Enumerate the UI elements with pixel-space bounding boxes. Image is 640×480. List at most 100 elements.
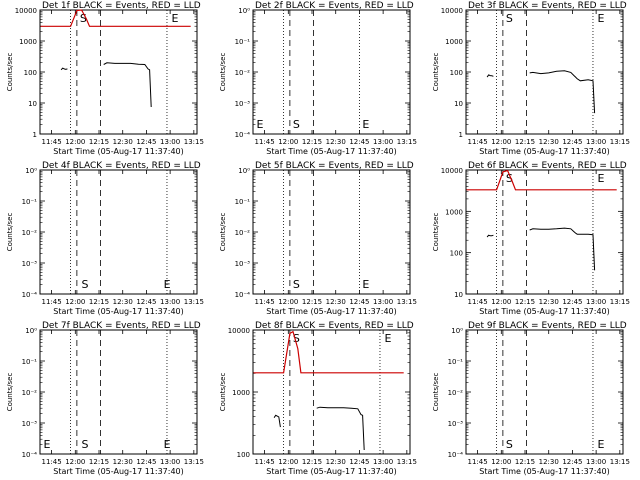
y-tick-label: 10000	[228, 327, 250, 335]
chart-panel-4: Det 4f BLACK = Events, RED = LLD 11:45 12:…	[6, 161, 204, 316]
y-axis-label: Counts/sec	[219, 53, 227, 92]
x-tick-label: 13:00	[586, 138, 606, 146]
x-tick-label: 12:15	[302, 138, 322, 146]
plot-frame	[252, 169, 411, 295]
y-tick-label: 10⁻¹	[235, 198, 251, 206]
chart-panel-3: Det 3f BLACK = Events, RED = LLD 11:45 12:…	[432, 1, 630, 156]
x-tick-label: 12:30	[326, 458, 346, 466]
x-tick-label: 13:00	[160, 138, 180, 146]
y-tick-label: 1000	[445, 208, 463, 216]
y-tick-label: 10	[454, 291, 463, 299]
plot-frame	[465, 329, 624, 455]
chart-title: Det 9f BLACK = Events, RED = LLD	[468, 321, 627, 331]
events-series-line	[529, 227, 596, 271]
x-tick-label: 12:30	[539, 298, 559, 306]
x-tick-label: 12:15	[302, 298, 322, 306]
y-tick-label: 10⁻³	[22, 420, 38, 428]
y-tick-label: 10⁻²	[235, 229, 251, 237]
y-tick-label: 100	[450, 69, 463, 77]
x-tick-label: 12:15	[89, 138, 109, 146]
y-tick-label: 10⁻⁴	[448, 451, 464, 459]
x-tick-label: 13:15	[397, 458, 417, 466]
x-tick-label: 12:00	[278, 458, 298, 466]
y-tick-label: 10⁻³	[235, 100, 251, 108]
y-axis-label: Counts/sec	[432, 53, 440, 92]
y-tick-label: 1000	[232, 389, 250, 397]
x-tick-label: 12:00	[278, 298, 298, 306]
y-tick-label: 10000	[441, 7, 463, 15]
y-tick-label: 10⁻⁴	[22, 451, 38, 459]
x-tick-label: 13:15	[397, 138, 417, 146]
x-axis-label: Start Time (05-Aug-17 11:37:40)	[53, 147, 184, 156]
y-tick-label: 10⁻⁴	[235, 131, 251, 139]
plot-frame	[39, 329, 198, 455]
x-tick-label: 11:45	[254, 298, 274, 306]
marker-s: S	[293, 332, 300, 345]
x-tick-label: 11:45	[254, 458, 274, 466]
marker-e: E	[598, 172, 605, 185]
events-series-line	[486, 234, 494, 238]
lld-series-line	[40, 9, 191, 27]
plot-frame	[39, 9, 198, 135]
x-tick-label: 12:45	[562, 298, 582, 306]
x-tick-label: 11:45	[254, 138, 274, 146]
x-tick-label: 12:00	[278, 138, 298, 146]
marker-e: E	[362, 118, 369, 131]
y-tick-label: 10⁰	[25, 327, 37, 335]
marker-s: S	[81, 438, 88, 451]
chart-panel-1: Det 1f BLACK = Events, RED = LLD 11:45 12:…	[6, 1, 204, 156]
y-tick-label: 10⁻⁴	[235, 291, 251, 299]
y-tick-label: 10⁰	[238, 167, 250, 175]
y-tick-label: 10⁻³	[448, 420, 464, 428]
x-tick-label: 13:15	[184, 298, 204, 306]
y-tick-label: 10⁻¹	[22, 198, 38, 206]
chart-panel-8: Det 8f BLACK = Events, RED = LLD 11:45 12:…	[219, 321, 417, 476]
plot-frame	[252, 329, 411, 455]
x-tick-label: 11:45	[467, 138, 487, 146]
y-tick-label: 10000	[15, 7, 37, 15]
x-tick-label: 13:15	[397, 298, 417, 306]
x-tick-label: 12:45	[136, 298, 156, 306]
x-tick-label: 12:30	[113, 138, 133, 146]
events-series-line	[103, 62, 152, 108]
y-tick-label: 1	[33, 131, 37, 139]
y-tick-label: 10	[454, 100, 463, 108]
x-tick-label: 12:30	[326, 138, 346, 146]
x-axis-label: Start Time (05-Aug-17 11:37:40)	[266, 307, 397, 316]
plot-frame	[465, 169, 624, 295]
y-tick-label: 10⁻³	[22, 260, 38, 268]
y-axis-label: Counts/sec	[219, 213, 227, 252]
y-tick-label: 10000	[441, 167, 463, 175]
marker-s: S	[80, 12, 87, 25]
x-tick-label: 12:00	[65, 458, 85, 466]
marker-s: S	[293, 278, 300, 291]
x-axis-label: Start Time (05-Aug-17 11:37:40)	[479, 307, 610, 316]
y-tick-label: 1000	[19, 38, 37, 46]
x-tick-label: 12:00	[491, 458, 511, 466]
x-tick-label: 11:45	[41, 138, 61, 146]
y-tick-label: 10⁰	[238, 7, 250, 15]
chart-title: Det 2f BLACK = Events, RED = LLD	[255, 1, 414, 11]
x-tick-label: 12:15	[302, 458, 322, 466]
y-tick-label: 10⁻²	[235, 69, 251, 77]
x-tick-label: 11:45	[467, 458, 487, 466]
chart-panel-9: Det 9f BLACK = Events, RED = LLD 11:45 12:…	[432, 321, 630, 476]
y-tick-label: 10⁰	[451, 327, 463, 335]
chart-panel-7: Det 7f BLACK = Events, RED = LLD 11:45 12:…	[6, 321, 204, 476]
y-tick-label: 10⁻³	[235, 260, 251, 268]
marker-s: S	[506, 172, 513, 185]
y-axis-label: Counts/sec	[432, 373, 440, 412]
x-tick-label: 13:15	[610, 298, 630, 306]
x-tick-label: 12:30	[539, 138, 559, 146]
events-series-line	[529, 70, 596, 114]
x-tick-label: 12:15	[515, 298, 535, 306]
x-tick-label: 13:00	[373, 298, 393, 306]
marker-e: E	[44, 438, 51, 451]
y-tick-label: 100	[450, 250, 463, 258]
y-tick-label: 100	[24, 69, 37, 77]
y-axis-label: Counts/sec	[6, 213, 14, 252]
events-series-line	[60, 67, 68, 71]
x-tick-label: 12:45	[349, 138, 369, 146]
x-tick-label: 12:30	[539, 458, 559, 466]
x-axis-label: Start Time (05-Aug-17 11:37:40)	[53, 307, 184, 316]
